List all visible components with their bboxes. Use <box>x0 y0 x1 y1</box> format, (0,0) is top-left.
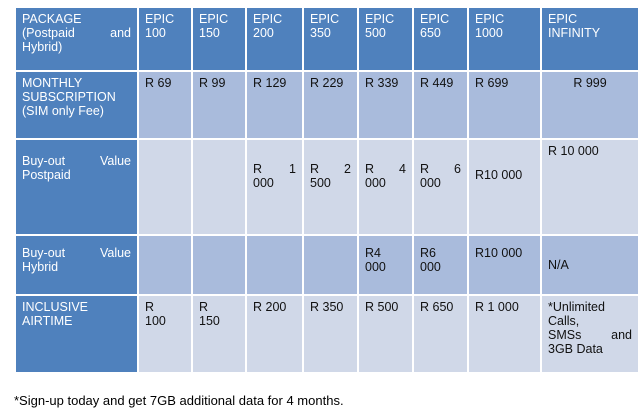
airtime-value-1000: R 1 000 <box>469 296 540 372</box>
monthly-value-200: R 129 <box>247 72 302 138</box>
hybrid-value-650: R6 000 <box>414 236 467 294</box>
package-label-and: and <box>110 26 131 40</box>
header-row: PACKAGE (Postpaid and Hybrid) EPIC 100 EP… <box>16 8 638 70</box>
monthly-subscription-label: MONTHLY SUBSCRIPTION (SIM only Fee) <box>16 72 137 138</box>
airtime-value-infinity: *Unlimited Calls, SMSs and 3GB Data <box>542 296 638 372</box>
plan-header-epic-650: EPIC 650 <box>414 8 467 70</box>
airtime-value-200: R 200 <box>247 296 302 372</box>
plan-header-epic-350: EPIC 350 <box>304 8 357 70</box>
signup-footnote: *Sign-up today and get 7GB additional da… <box>14 393 344 408</box>
airtime-value-650: R 650 <box>414 296 467 372</box>
buyout-hybrid-label: Buy-out Value Hybrid <box>16 236 137 294</box>
buyout-postpaid-label: Buy-out Value Postpaid <box>16 140 137 234</box>
buyout-hybrid-row: Buy-out Value Hybrid R4 000 R6 000 R10 000 … <box>16 236 638 294</box>
plan-header-epic-infinity: EPIC INFINITY <box>542 8 638 70</box>
plan-header-epic-500: EPIC 500 <box>359 8 412 70</box>
hybrid-value-200 <box>247 236 302 294</box>
hybrid-value-100 <box>139 236 191 294</box>
monthly-value-100: R 69 <box>139 72 191 138</box>
monthly-value-350: R 229 <box>304 72 357 138</box>
postpaid-value-1000: R10 000 <box>469 140 540 234</box>
plan-header-epic-1000: EPIC 1000 <box>469 8 540 70</box>
postpaid-value-infinity: R 10 000 <box>542 140 638 234</box>
inclusive-airtime-label: INCLUSIVE AIRTIME <box>16 296 137 372</box>
airtime-value-150: R 150 <box>193 296 245 372</box>
package-label-postpaid: (Postpaid <box>22 26 75 40</box>
hybrid-value-500: R4 000 <box>359 236 412 294</box>
monthly-subscription-row: MONTHLY SUBSCRIPTION (SIM only Fee) R 69… <box>16 72 638 138</box>
inclusive-airtime-row: INCLUSIVE AIRTIME R 100 R 150 R 200 R 350 … <box>16 296 638 372</box>
monthly-value-650: R 449 <box>414 72 467 138</box>
postpaid-value-150 <box>193 140 245 234</box>
plan-header-epic-200: EPIC 200 <box>247 8 302 70</box>
monthly-value-500: R 339 <box>359 72 412 138</box>
postpaid-value-100 <box>139 140 191 234</box>
package-table: PACKAGE (Postpaid and Hybrid) EPIC 100 EP… <box>14 6 640 374</box>
monthly-value-150: R 99 <box>193 72 245 138</box>
package-label: PACKAGE <box>22 12 82 26</box>
hybrid-value-1000: R10 000 <box>469 236 540 294</box>
hybrid-value-infinity: N/A <box>542 236 638 294</box>
airtime-value-350: R 350 <box>304 296 357 372</box>
hybrid-value-150 <box>193 236 245 294</box>
plan-header-epic-150: EPIC 150 <box>193 8 245 70</box>
monthly-value-infinity: R 999 <box>542 72 638 138</box>
package-label-hybrid: Hybrid) <box>22 40 63 54</box>
monthly-value-1000: R 699 <box>469 72 540 138</box>
plan-header-epic-100: EPIC 100 <box>139 8 191 70</box>
airtime-value-500: R 500 <box>359 296 412 372</box>
package-header-cell: PACKAGE (Postpaid and Hybrid) <box>16 8 137 70</box>
hybrid-value-350 <box>304 236 357 294</box>
airtime-value-100: R 100 <box>139 296 191 372</box>
